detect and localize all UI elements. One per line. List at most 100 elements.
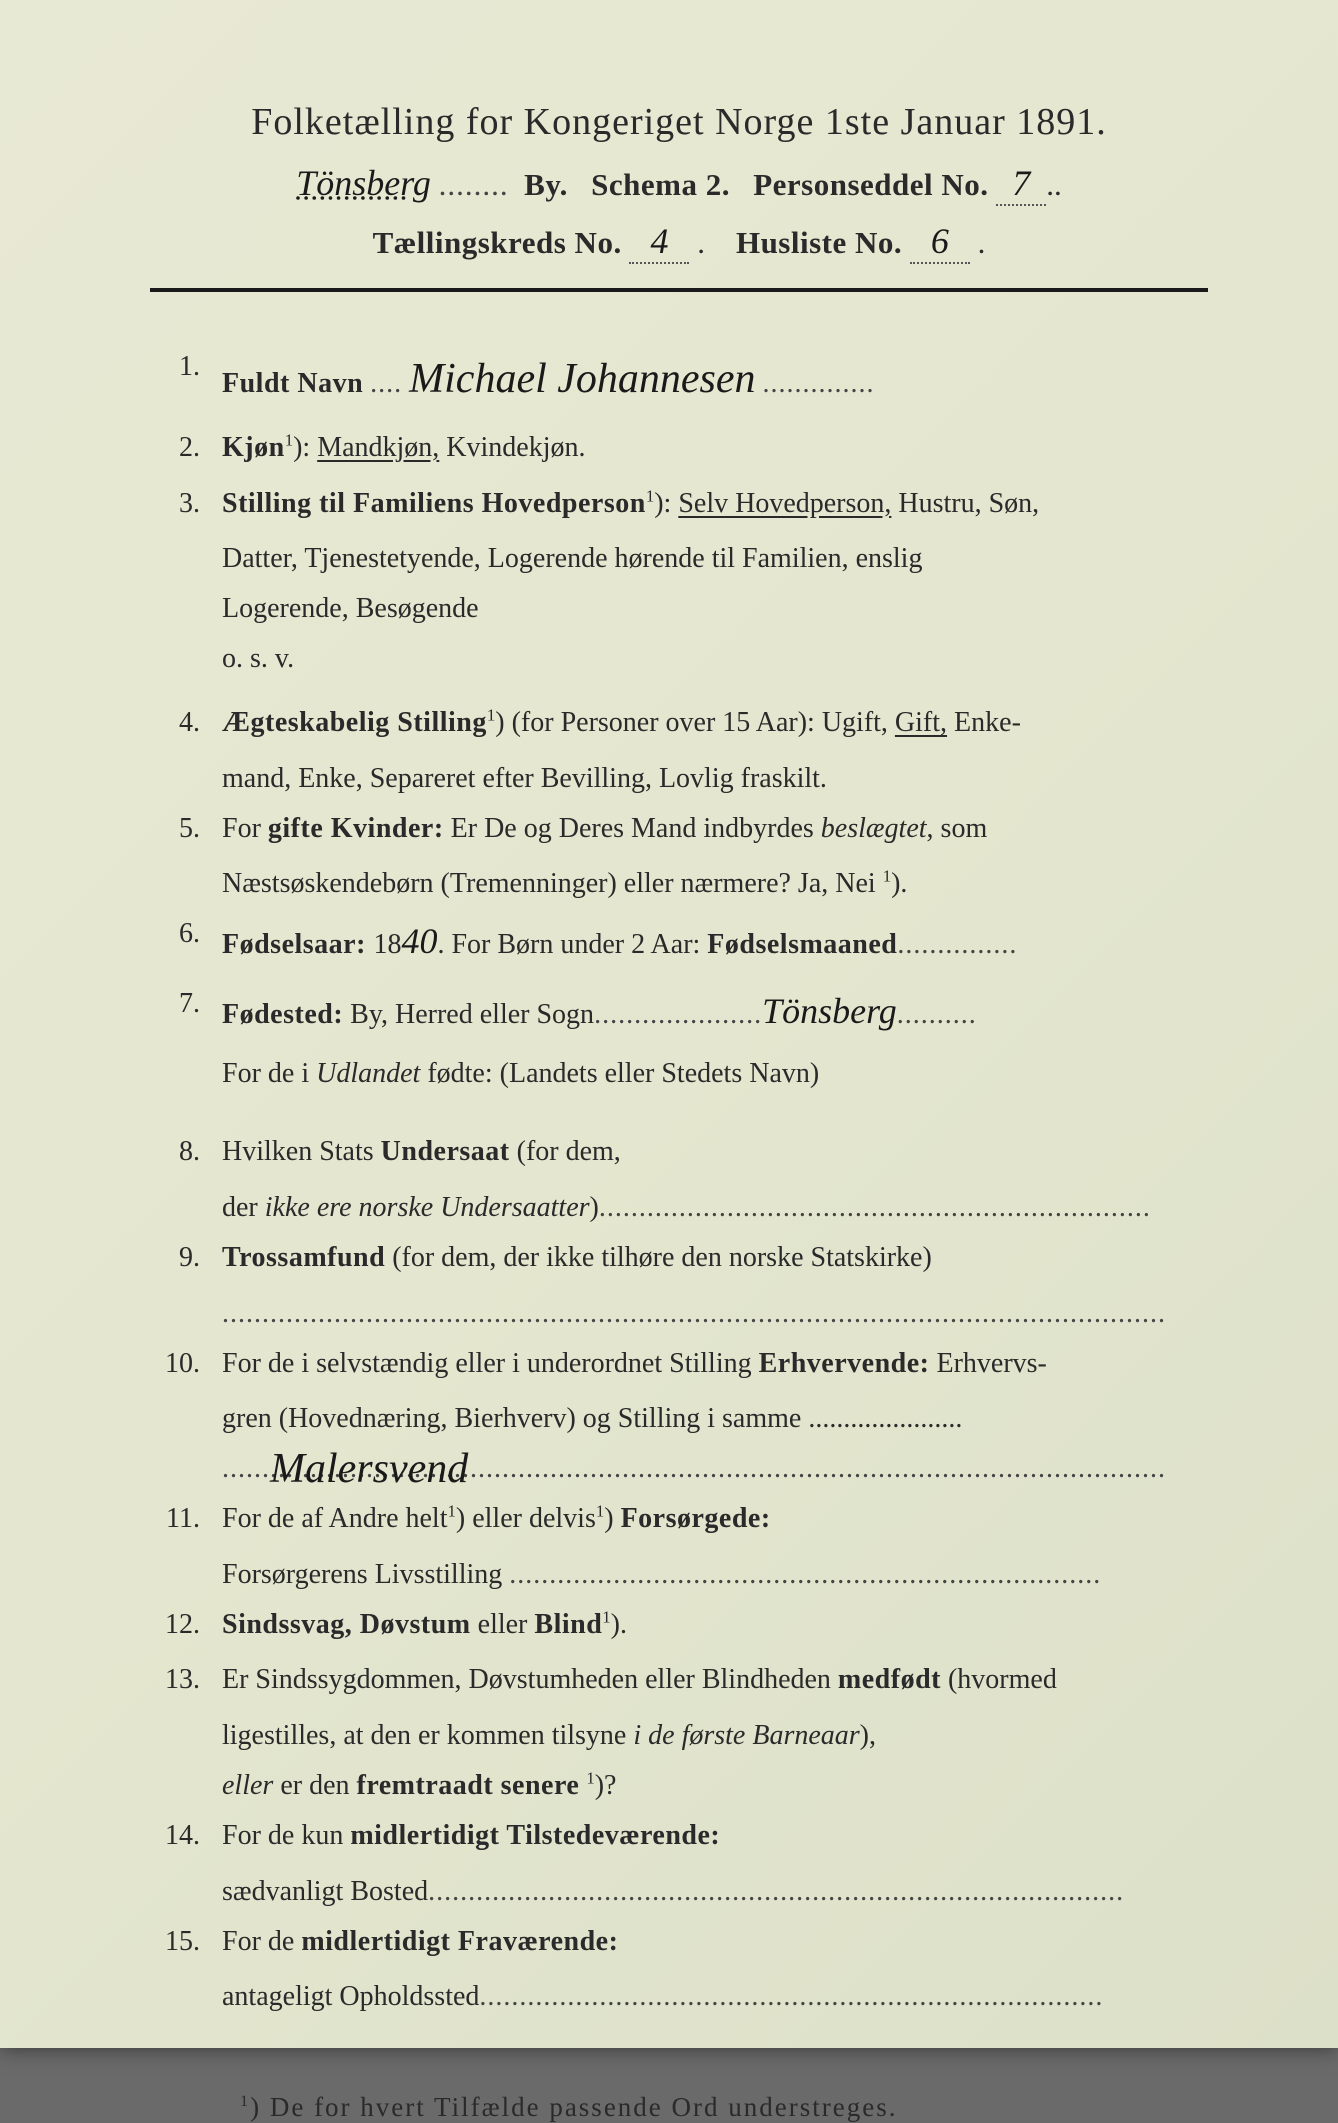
city-handwritten: Tönsberg xyxy=(296,162,431,204)
label-fravaerende: midlertidigt Fraværende: xyxy=(301,1926,618,1957)
text: ) xyxy=(604,1503,620,1534)
dots: ............... xyxy=(897,929,1017,960)
text: (hvormed xyxy=(941,1664,1057,1695)
dots: .......... xyxy=(897,999,977,1030)
entry-number: 15. xyxy=(130,1917,222,1967)
entry-14: 14. For de kun midlertidigt Tilstedevære… xyxy=(130,1811,1228,1861)
header-title: Folketælling for Kongeriget Norge 1ste J… xyxy=(130,100,1228,144)
entry-number: 4. xyxy=(130,698,222,748)
label-medfodt: medfødt xyxy=(838,1664,941,1695)
dots: ........ xyxy=(439,167,509,202)
label-erhvervende: Erhvervende: xyxy=(759,1348,930,1379)
entry-9-cont: ........................................… xyxy=(130,1289,1228,1339)
label-kjon: Kjøn xyxy=(222,432,285,463)
label-forsorgede: Forsørgede: xyxy=(621,1503,771,1534)
gift-underlined: Gift, xyxy=(895,707,947,738)
label-fodselsaar: Fødselsaar: xyxy=(222,929,373,960)
text: For de xyxy=(222,1926,301,1957)
entry-number: 10. xyxy=(130,1339,222,1389)
by-label: By. xyxy=(524,167,568,202)
label-fodselsmaaned: Fødselsmaaned xyxy=(707,929,897,960)
header-line-3: Tællingskreds No. 4 . Husliste No. 6 . xyxy=(130,220,1228,264)
schema-label: Schema 2. xyxy=(591,167,730,202)
entry-number: 7. xyxy=(130,979,222,1043)
mandkjon-underlined: Mandkjøn, xyxy=(317,432,439,463)
text: Kvindekjøn. xyxy=(439,432,585,463)
husliste-no-handwritten: 6 xyxy=(931,220,949,262)
entry-5-cont: Næstsøskendebørn (Tremenninger) eller næ… xyxy=(130,859,1228,909)
census-form-page: Folketælling for Kongeriget Norge 1ste J… xyxy=(0,0,1338,2048)
husliste-label: Husliste No. xyxy=(736,225,902,260)
text: Enke- xyxy=(947,707,1021,738)
text: For de i selvstændig eller i underordnet… xyxy=(222,1348,759,1379)
occupation-handwritten: Malersvend xyxy=(270,1432,468,1507)
entry-13: 13. Er Sindssygdommen, Døvstumheden elle… xyxy=(130,1655,1228,1705)
entry-4-cont: mand, Enke, Separeret efter Bevilling, L… xyxy=(130,754,1228,804)
entry-4: 4. Ægteskabelig Stilling1) (for Personer… xyxy=(130,698,1228,748)
text: Er Sindssygdommen, Døvstumheden eller Bl… xyxy=(222,1664,838,1695)
sup: 1 xyxy=(646,486,654,505)
selv-hovedperson-underlined: Selv Hovedperson, xyxy=(678,488,891,519)
name-handwritten: Michael Johannesen xyxy=(409,342,755,417)
year-handwritten: 40 xyxy=(401,909,437,973)
entry-10: 10. For de i selvstændig eller i underor… xyxy=(130,1339,1228,1389)
label-stilling: Stilling til Familiens Hovedperson xyxy=(222,488,646,519)
text: ) eller delvis xyxy=(456,1503,596,1534)
entry-number: 2. xyxy=(130,423,222,473)
entry-14-cont: sædvanligt Bosted.......................… xyxy=(130,1867,1228,1917)
kreds-label: Tællingskreds No. xyxy=(373,225,622,260)
text: For xyxy=(222,813,268,844)
entry-number: 3. xyxy=(130,479,222,529)
header-line-2: Tönsberg ........ By. Schema 2. Personse… xyxy=(130,162,1228,206)
text: Erhvervs- xyxy=(929,1348,1046,1379)
entry-12: 12. Sindssvag, Døvstum eller Blind1). xyxy=(130,1600,1228,1650)
birthplace-handwritten: Tönsberg xyxy=(762,979,897,1043)
entry-7: 7. Fødested: By, Herred eller Sogn......… xyxy=(130,979,1228,1043)
year-prefix: 18 xyxy=(373,929,401,960)
entry-3: 3. Stilling til Familiens Hovedperson1):… xyxy=(130,479,1228,529)
entry-3-cont-3: o. s. v. xyxy=(130,634,1228,684)
entry-13-cont-1: ligestilles, at den er kommen tilsyne i … xyxy=(130,1711,1228,1761)
label-blind: Blind xyxy=(534,1609,602,1640)
text: Hvilken Stats xyxy=(222,1136,381,1167)
sup: 1 xyxy=(285,430,293,449)
text: Hustru, Søn, xyxy=(891,488,1039,519)
text: ) (for Personer over 15 Aar): Ugift, xyxy=(495,707,895,738)
entry-number: 14. xyxy=(130,1811,222,1861)
entry-10-hw-line: ........................................… xyxy=(130,1444,1228,1494)
dots: ..................... xyxy=(594,999,762,1030)
text: eller xyxy=(471,1609,535,1640)
entry-number: 6. xyxy=(130,909,222,973)
entry-5: 5. For gifte Kvinder: Er De og Deres Man… xyxy=(130,804,1228,854)
sup: 1 xyxy=(602,1607,610,1626)
entry-number: 12. xyxy=(130,1600,222,1650)
text: By, Herred eller Sogn xyxy=(343,999,594,1030)
entry-8: 8. Hvilken Stats Undersaat (for dem, xyxy=(130,1127,1228,1177)
label-trossamfund: Trossamfund xyxy=(222,1242,385,1273)
footnote: 1) De for hvert Tilfælde passende Ord un… xyxy=(130,2092,1228,2123)
label-fuldt-navn: Fuldt Navn xyxy=(222,368,363,399)
header-rule xyxy=(150,288,1208,292)
text: (for dem, xyxy=(510,1136,621,1167)
entry-number: 1. xyxy=(130,342,222,417)
text: For de af Andre helt xyxy=(222,1503,448,1534)
personseddel-label: Personseddel No. xyxy=(753,167,988,202)
entry-3-cont-2: Logerende, Besøgende xyxy=(130,584,1228,634)
entry-number: 13. xyxy=(130,1655,222,1705)
text: Er De og Deres Mand indbyrdes xyxy=(444,813,821,844)
text: , som xyxy=(927,813,988,844)
label-undersaat: Undersaat xyxy=(381,1136,510,1167)
entry-9: 9. Trossamfund (for dem, der ikke tilhør… xyxy=(130,1233,1228,1283)
entry-13-cont-2: eller er den fremtraadt senere 1)? xyxy=(130,1761,1228,1811)
label-gifte-kvinder: gifte Kvinder: xyxy=(268,813,444,844)
label-sindssvag: Sindssvag, Døvstum xyxy=(222,1609,471,1640)
kreds-no-handwritten: 4 xyxy=(650,220,668,262)
entry-15-cont: antageligt Opholdssted..................… xyxy=(130,1972,1228,2022)
entry-number: 5. xyxy=(130,804,222,854)
entry-number: 9. xyxy=(130,1233,222,1283)
text: ): xyxy=(293,432,317,463)
label-aegteskab: Ægteskabelig Stilling xyxy=(222,707,487,738)
entry-3-cont-1: Datter, Tjenestetyende, Logerende hørend… xyxy=(130,534,1228,584)
sup: 1 xyxy=(596,1502,604,1521)
text: (for dem, der ikke tilhøre den norske St… xyxy=(385,1242,932,1273)
